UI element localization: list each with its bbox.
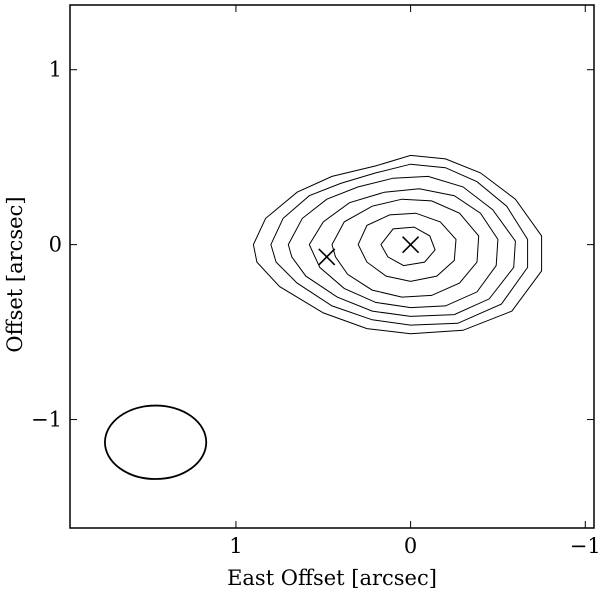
contour-level-3 bbox=[287, 175, 516, 317]
marker-x-0 bbox=[402, 236, 420, 254]
x-tick-label-0: 1 bbox=[229, 534, 242, 558]
axis-ticks: 1 0 −1 1 0 −1 bbox=[31, 5, 600, 558]
beam-ellipse-shape bbox=[104, 404, 208, 480]
y-axis-label: Offset [arcsec] bbox=[3, 196, 27, 352]
x-tick-label-2: −1 bbox=[570, 534, 600, 558]
y-tick-label-0: 1 bbox=[49, 58, 62, 82]
x-axis-label: East Offset [arcsec] bbox=[227, 566, 437, 590]
contour-level-7 bbox=[380, 226, 436, 267]
contour-level-1 bbox=[252, 154, 543, 335]
marker-x-1 bbox=[318, 248, 336, 266]
source-markers bbox=[318, 236, 420, 266]
contour-level-4 bbox=[308, 188, 499, 309]
contour-level-2 bbox=[270, 163, 529, 326]
plot-frame bbox=[69, 4, 595, 529]
contour-level-5 bbox=[331, 198, 480, 298]
y-tick-label-1: 0 bbox=[49, 233, 62, 257]
contour-lines bbox=[252, 154, 543, 335]
beam-ellipse bbox=[104, 404, 208, 480]
y-tick-label-2: −1 bbox=[31, 408, 62, 432]
contour-level-6 bbox=[357, 212, 457, 282]
x-tick-label-1: 0 bbox=[404, 534, 417, 558]
